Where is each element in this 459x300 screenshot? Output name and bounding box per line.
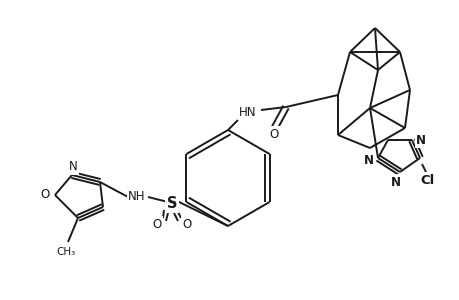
Text: CH₃: CH₃	[56, 247, 75, 257]
Text: O: O	[152, 218, 161, 230]
Text: N: N	[68, 160, 77, 173]
Text: Cl: Cl	[420, 173, 434, 187]
Text: N: N	[415, 134, 425, 146]
Text: N: N	[363, 154, 373, 166]
Text: O: O	[40, 188, 50, 202]
Text: O: O	[269, 128, 278, 140]
Text: N: N	[390, 176, 400, 188]
Text: HN: HN	[239, 106, 256, 118]
Text: NH: NH	[128, 190, 146, 202]
Text: S: S	[166, 196, 177, 211]
Text: O: O	[182, 218, 191, 230]
